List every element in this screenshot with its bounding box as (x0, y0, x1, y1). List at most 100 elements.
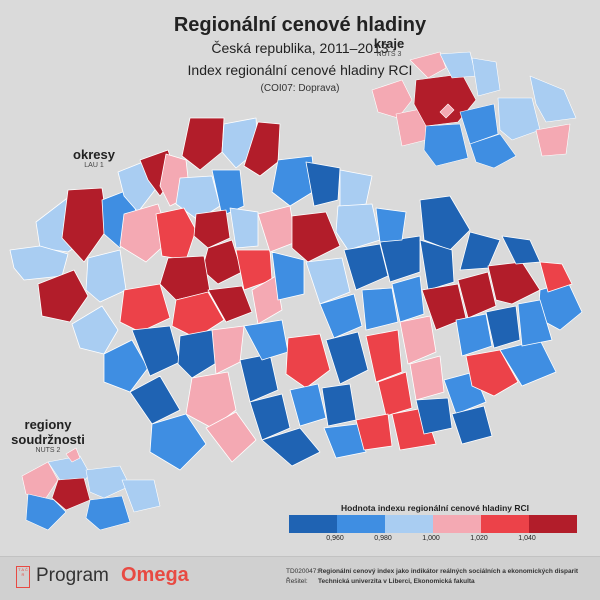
district (193, 209, 231, 249)
district (155, 207, 197, 261)
region (439, 103, 455, 119)
district (37, 269, 89, 323)
project-text: Regionální cenový index jako indikátor r… (318, 568, 579, 575)
legend-swatch-3 (385, 515, 433, 533)
omega-label: Omega (121, 564, 189, 586)
legend-color-bar (289, 515, 577, 533)
region (497, 97, 541, 141)
district (205, 411, 257, 463)
region (529, 75, 577, 123)
region (471, 57, 501, 97)
region (85, 495, 131, 531)
district (243, 121, 281, 177)
legend-swatch-2 (337, 515, 385, 533)
district (119, 283, 171, 333)
solver-text: Technická univerzita v Liberci, Ekonomic… (318, 578, 475, 585)
legend-swatch-5 (481, 515, 529, 533)
region (21, 461, 59, 499)
region (423, 123, 469, 167)
district (171, 291, 225, 339)
district (229, 207, 259, 249)
region (121, 479, 161, 513)
kraje-inset-map (371, 51, 577, 169)
program-label: Program (36, 565, 109, 586)
district (355, 413, 393, 451)
district (289, 383, 327, 427)
region (65, 447, 81, 463)
district (103, 339, 149, 393)
district (539, 261, 573, 293)
subtitle-category: (COI07: Doprava) (260, 83, 340, 94)
regiony-label: regiony soudržnosti NUTS 2 (11, 417, 85, 454)
legend-tick: 1,000 (422, 535, 440, 542)
okresy-label: okresy LAU 1 (73, 147, 115, 169)
subtitle-index: Index regionální cenové hladiny RCI (187, 62, 413, 78)
district (457, 271, 497, 319)
district (321, 383, 357, 427)
district (71, 305, 119, 355)
district (249, 393, 291, 441)
solver-label: Řešitel: (286, 578, 308, 585)
footer-divider (0, 556, 600, 557)
district (85, 249, 127, 303)
page-title: Regionální cenové hladiny (173, 14, 427, 36)
district (319, 293, 363, 339)
district (409, 355, 445, 401)
district (375, 207, 407, 243)
legend-tick: 1,020 (470, 535, 488, 542)
district (379, 235, 421, 283)
district (271, 155, 317, 207)
region (459, 103, 499, 145)
region (371, 79, 413, 119)
district (257, 205, 297, 253)
district (419, 239, 455, 291)
subtitle-country-years: Česká republika, 2011–2013 (211, 40, 389, 56)
district (181, 117, 225, 171)
district (291, 211, 341, 263)
district (251, 275, 283, 325)
district (9, 245, 69, 281)
tacr-logo: T A Č R (16, 566, 30, 588)
district (207, 285, 253, 323)
legend-tick: 1,040 (518, 535, 536, 542)
district (325, 331, 369, 385)
district (451, 405, 493, 445)
district (459, 231, 501, 271)
kraje-label: kraje NUTS 3 (373, 36, 405, 58)
district (455, 313, 493, 357)
legend-swatch-6 (529, 515, 577, 533)
district (285, 333, 331, 389)
district (365, 329, 403, 383)
district (211, 169, 245, 217)
legend-title: Hodnota indexu regionální cenové hladiny… (341, 503, 529, 513)
regiony-inset-map (21, 447, 161, 531)
district (391, 275, 425, 323)
legend-swatch-4 (433, 515, 481, 533)
district (271, 251, 305, 301)
district (485, 305, 521, 349)
district (415, 397, 453, 435)
district (305, 161, 341, 207)
district (211, 325, 245, 375)
district (517, 299, 553, 347)
district (377, 371, 413, 417)
project-code: TD020047: (286, 568, 319, 575)
legend-tick: 0,960 (326, 535, 344, 542)
district (305, 257, 351, 305)
region (469, 133, 517, 169)
legend-swatch-1 (289, 515, 337, 533)
district (129, 375, 181, 425)
district (335, 203, 381, 251)
footer (0, 556, 600, 600)
district (465, 349, 519, 397)
region (51, 477, 91, 511)
district (399, 315, 437, 365)
region (25, 493, 67, 531)
district (323, 423, 367, 459)
region (409, 51, 447, 79)
district (343, 243, 389, 291)
district (361, 287, 399, 331)
region (439, 51, 477, 79)
